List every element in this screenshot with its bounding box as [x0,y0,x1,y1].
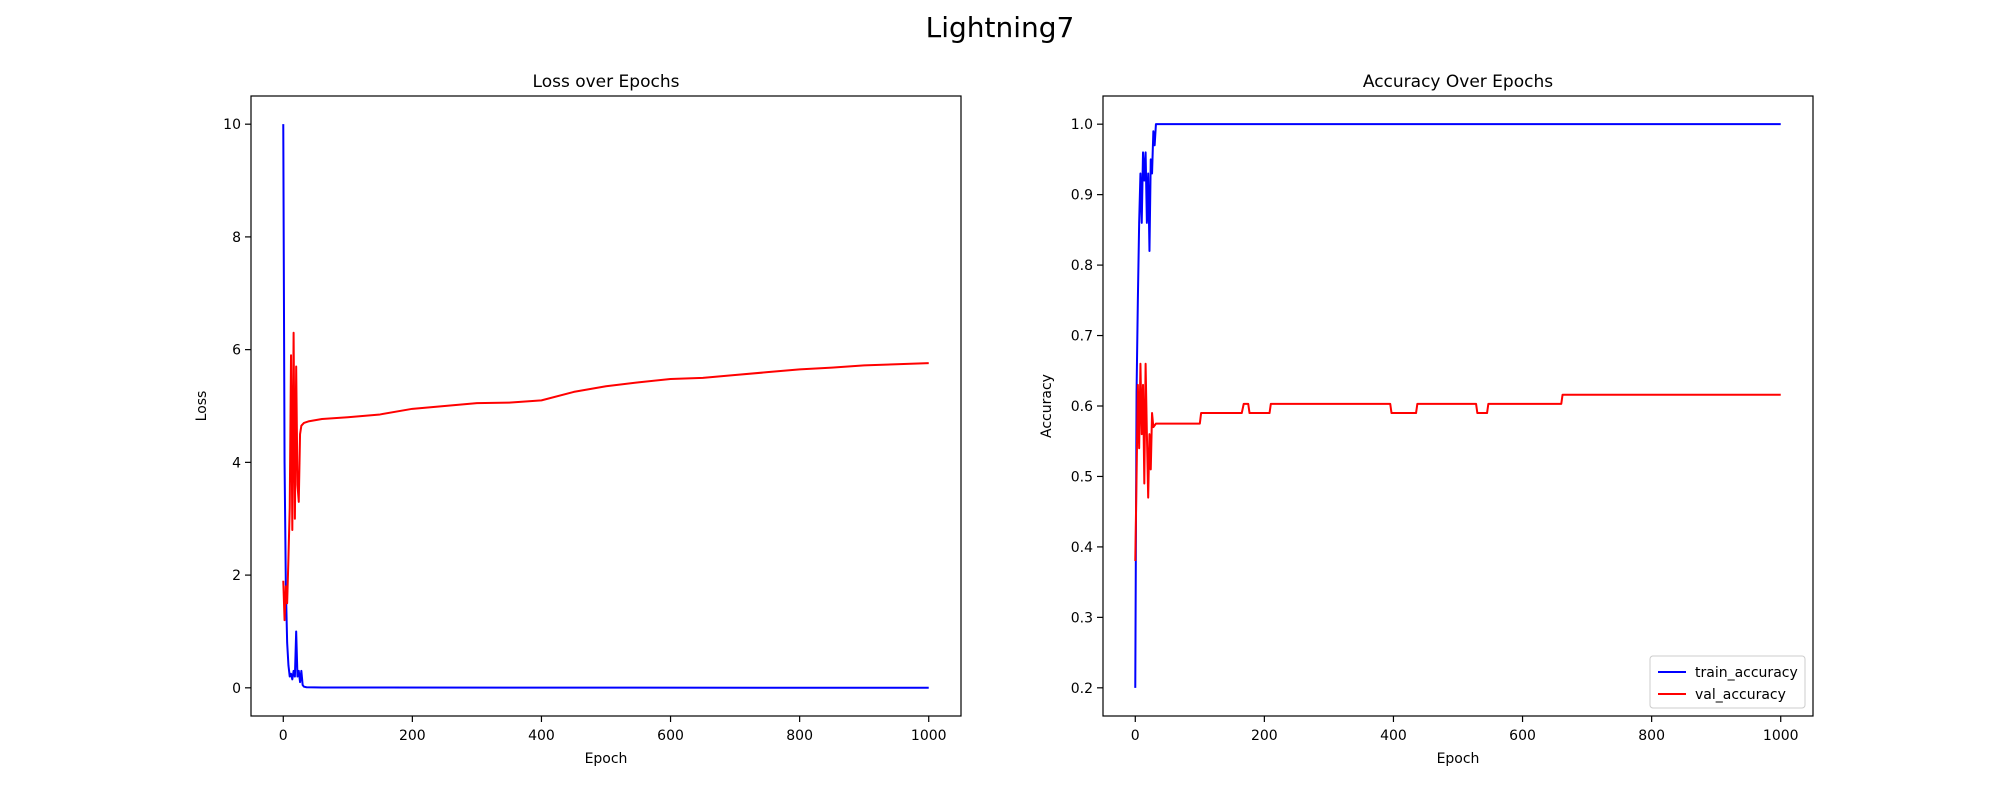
accuracy-y-tick-label: 0.2 [1071,681,1093,697]
loss-y-tick-label: 6 [232,343,241,359]
accuracy-y-tick-label: 1.0 [1071,117,1093,133]
accuracy-series-train-accuracy [1134,123,1781,688]
accuracy-x-tick-label: 1000 [1763,728,1799,744]
loss-chart-title: Loss over Epochs [533,72,680,92]
loss-y-tick-label: 10 [223,117,241,133]
accuracy-y-tick-label: 0.6 [1071,399,1093,415]
loss-y-tick-label: 8 [232,230,241,246]
accuracy-legend: train_accuracy val_accuracy [1649,655,1806,709]
accuracy-x-tick-label: 400 [1380,728,1407,744]
loss-series-train [282,124,929,689]
accuracy-x-tick-label: 800 [1638,728,1665,744]
loss-x-tick-label: 600 [657,728,684,744]
accuracy-y-tick-label: 0.8 [1071,258,1093,274]
loss-x-axis-label: Epoch [585,751,628,767]
accuracy-y-tick-label: 0.5 [1071,469,1093,485]
legend-box [1649,655,1806,709]
accuracy-y-tick-label: 0.7 [1071,329,1093,345]
accuracy-chart-title: Accuracy Over Epochs [1363,72,1553,92]
accuracy-y-tick-label: 0.3 [1071,610,1093,626]
loss-y-tick-label: 0 [232,681,241,697]
loss-x-tick-label: 1000 [911,728,947,744]
loss-y-tick-label: 2 [232,568,241,584]
figure-title: Lightning7 [926,11,1075,44]
loss-series-val [282,331,929,622]
loss-x-tick-label: 0 [279,728,288,744]
loss-x-tick-label: 200 [399,728,426,744]
legend-label-val-accuracy: val_accuracy [1695,687,1786,703]
legend-label-train-accuracy: train_accuracy [1695,665,1798,681]
accuracy-y-tick-label: 0.4 [1071,540,1093,556]
loss-x-tick-label: 800 [786,728,813,744]
accuracy-chart: Accuracy Over Epochs 0 200 400 600 800 1000 0.2… [1039,72,1814,767]
accuracy-y-tick-label: 0.9 [1071,188,1093,204]
accuracy-x-tick-label: 200 [1251,728,1278,744]
accuracy-x-tick-label: 0 [1131,728,1140,744]
loss-x-tick-label: 400 [528,728,555,744]
accuracy-series-val-accuracy [1134,362,1781,562]
accuracy-x-tick-label: 600 [1509,728,1536,744]
loss-y-axis-label: Loss [194,391,210,422]
loss-y-tick-label: 4 [232,455,241,471]
loss-plot-frame [250,95,962,717]
loss-chart: Loss over Epochs 0 200 400 600 800 1000 0 2 4 6 8 10… [194,72,962,767]
accuracy-y-axis-label: Accuracy [1039,374,1055,438]
accuracy-x-axis-label: Epoch [1437,751,1480,767]
